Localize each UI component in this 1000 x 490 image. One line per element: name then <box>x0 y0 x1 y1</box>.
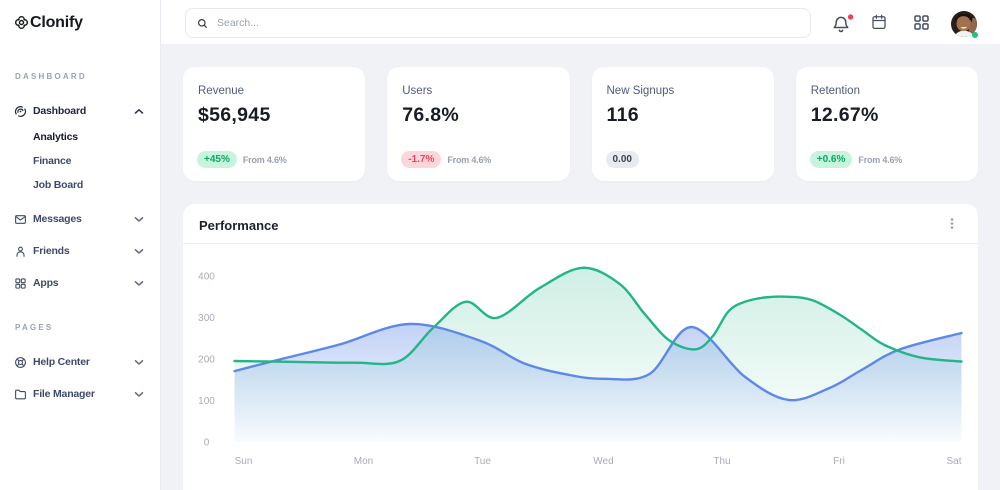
svg-text:Sun: Sun <box>235 456 253 467</box>
svg-text:0: 0 <box>204 438 210 449</box>
svg-text:Fri: Fri <box>833 456 845 467</box>
svg-text:Tue: Tue <box>474 456 491 467</box>
svg-text:400: 400 <box>198 272 215 283</box>
svg-text:200: 200 <box>198 355 215 366</box>
svg-text:Wed: Wed <box>593 456 613 467</box>
svg-text:300: 300 <box>198 313 215 324</box>
svg-text:Sat: Sat <box>946 456 961 467</box>
svg-text:100: 100 <box>198 396 215 407</box>
svg-text:Mon: Mon <box>354 456 373 467</box>
svg-text:Thu: Thu <box>713 456 730 467</box>
